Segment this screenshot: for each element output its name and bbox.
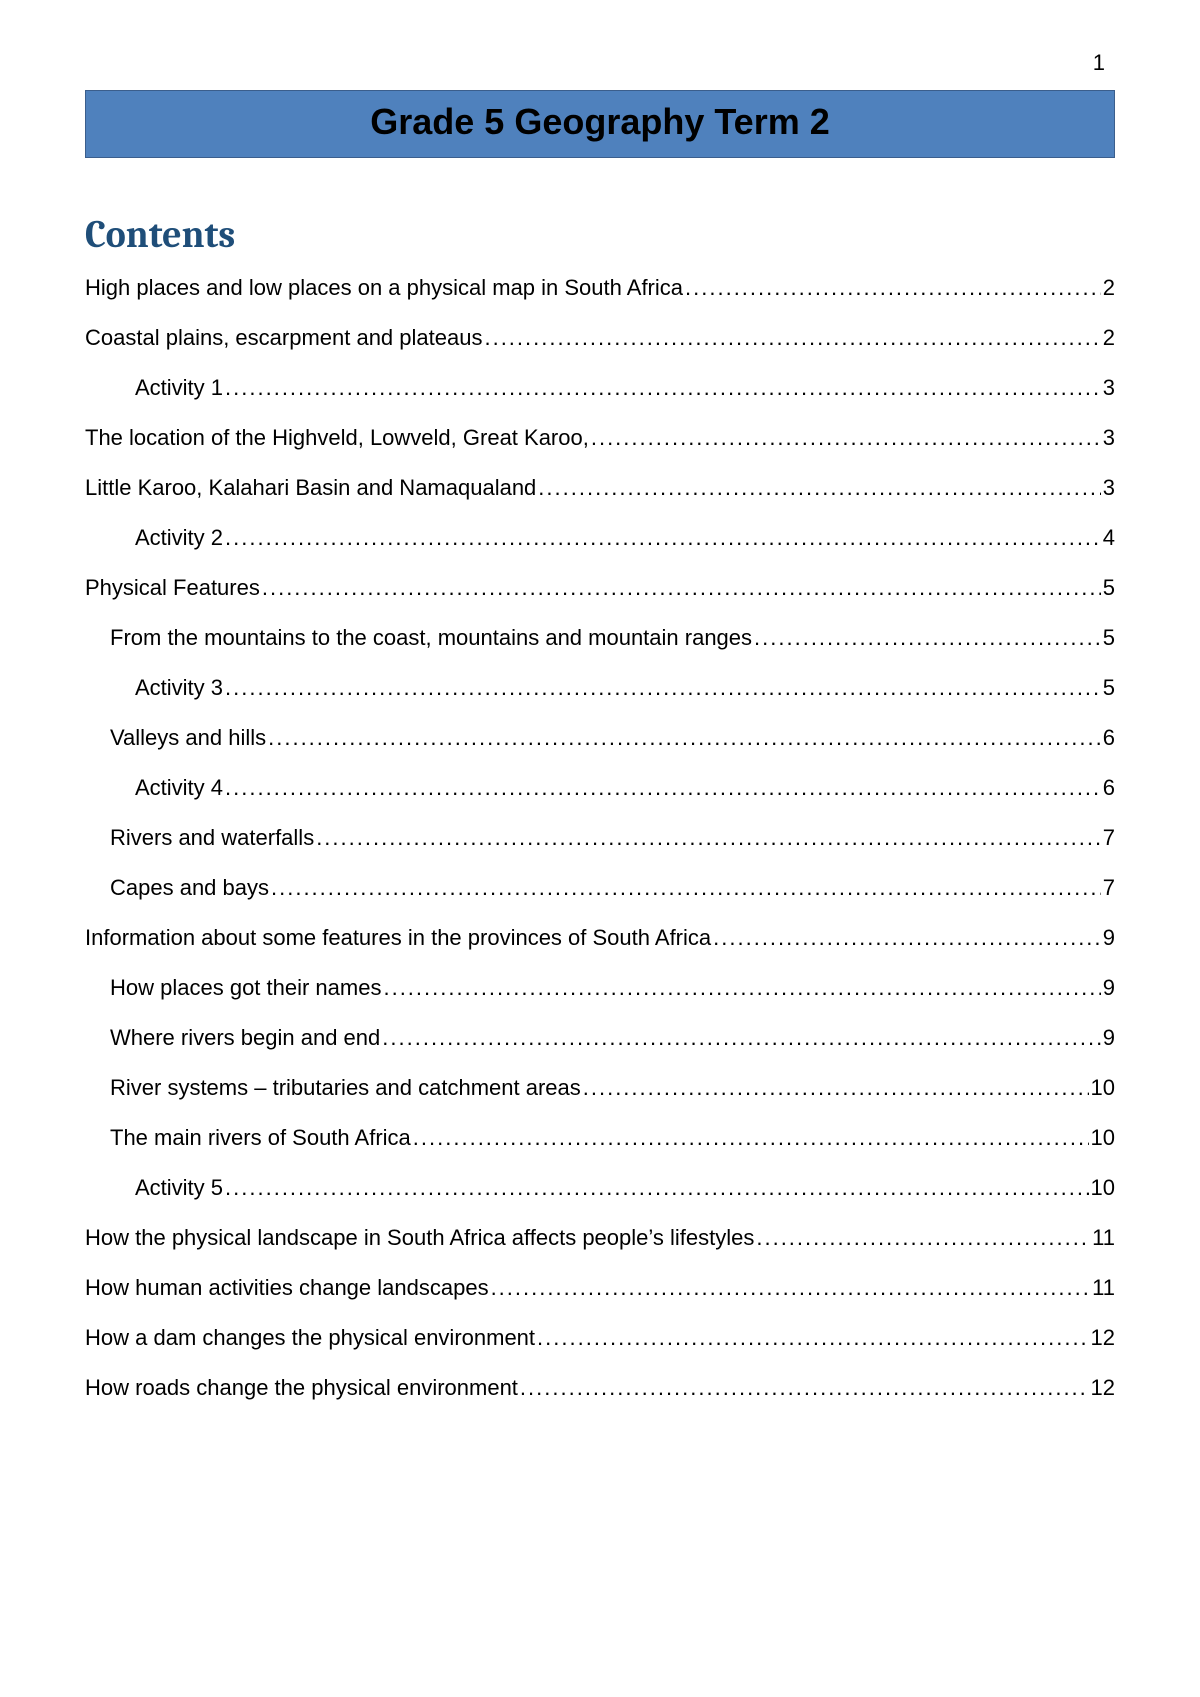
toc-entry-page: 2 [1103,275,1115,301]
toc-entry-page: 5 [1103,575,1115,601]
toc-entry[interactable]: Activity 1 3 [85,375,1115,401]
toc-entry-label: Capes and bays [110,875,269,901]
toc-entry-page: 3 [1103,375,1115,401]
toc-leader-dots [591,425,1101,451]
toc-entry-label: How roads change the physical environmen… [85,1375,518,1401]
toc-entry-page: 2 [1103,325,1115,351]
toc-entry-label: Coastal plains, escarpment and plateaus [85,325,482,351]
toc-entry[interactable]: Valleys and hills 6 [85,725,1115,751]
toc-entry-label: High places and low places on a physical… [85,275,683,301]
toc-entry[interactable]: Physical Features 5 [85,575,1115,601]
toc-entry[interactable]: The main rivers of South Africa 10 [85,1125,1115,1151]
toc-leader-dots [685,275,1101,301]
toc-entry[interactable]: How human activities change landscapes 11 [85,1275,1115,1301]
toc-entry-label: Where rivers begin and end [110,1025,380,1051]
toc-entry[interactable]: Activity 3 5 [85,675,1115,701]
toc-leader-dots [756,1225,1090,1251]
toc-entry-page: 12 [1091,1375,1115,1401]
toc-entry-label: How a dam changes the physical environme… [85,1325,535,1351]
toc-entry[interactable]: High places and low places on a physical… [85,275,1115,301]
toc-leader-dots [225,675,1101,701]
toc-entry-page: 11 [1092,1275,1115,1301]
toc-entry-page: 4 [1103,525,1115,551]
toc-entry-label: Activity 4 [135,775,223,801]
toc-entry[interactable]: Rivers and waterfalls 7 [85,825,1115,851]
toc-entry[interactable]: How roads change the physical environmen… [85,1375,1115,1401]
toc-entry-page: 9 [1103,1025,1115,1051]
toc-entry-page: 7 [1103,875,1115,901]
toc-entry-label: The main rivers of South Africa [110,1125,411,1151]
toc-entry[interactable]: Activity 4 6 [85,775,1115,801]
toc-entry-label: From the mountains to the coast, mountai… [110,625,752,651]
toc-entry-page: 10 [1091,1125,1115,1151]
toc-entry-label: How places got their names [110,975,381,1001]
toc-leader-dots [413,1125,1089,1151]
toc-entry[interactable]: Activity 5 10 [85,1175,1115,1201]
toc-entry[interactable]: River systems – tributaries and catchmen… [85,1075,1115,1101]
toc-entry-label: Rivers and waterfalls [110,825,314,851]
title-banner: Grade 5 Geography Term 2 [85,90,1115,158]
toc-leader-dots [262,575,1101,601]
toc-entry[interactable]: Capes and bays 7 [85,875,1115,901]
toc-entry-label: How the physical landscape in South Afri… [85,1225,754,1251]
toc-entry-label: Valleys and hills [110,725,266,751]
toc-entry-page: 6 [1103,725,1115,751]
toc-leader-dots [484,325,1100,351]
toc-entry[interactable]: Coastal plains, escarpment and plateaus 2 [85,325,1115,351]
document-title: Grade 5 Geography Term 2 [86,101,1114,143]
toc-entry[interactable]: How the physical landscape in South Afri… [85,1225,1115,1251]
toc-entry-label: Physical Features [85,575,260,601]
toc-entry-page: 11 [1092,1225,1115,1251]
toc-entry-label: Activity 2 [135,525,223,551]
page-number: 1 [1093,50,1105,76]
toc-entry-page: 12 [1091,1325,1115,1351]
contents-heading: Contents [85,213,1115,257]
toc-entry[interactable]: Activity 2 4 [85,525,1115,551]
toc-entry-page: 6 [1103,775,1115,801]
toc-leader-dots [537,1325,1088,1351]
toc-entry-page: 7 [1103,825,1115,851]
toc-entry-label: How human activities change landscapes [85,1275,489,1301]
toc-leader-dots [268,725,1101,751]
toc-leader-dots [225,1175,1088,1201]
toc-entry[interactable]: The location of the Highveld, Lowveld, G… [85,425,1115,451]
toc-leader-dots [520,1375,1089,1401]
toc-leader-dots [583,1075,1089,1101]
toc-leader-dots [491,1275,1091,1301]
toc-leader-dots [538,475,1100,501]
toc-entry[interactable]: How places got their names 9 [85,975,1115,1001]
toc-entry-label: Information about some features in the p… [85,925,711,951]
toc-leader-dots [225,375,1101,401]
toc-entry-page: 3 [1103,425,1115,451]
toc-entry-page: 9 [1103,925,1115,951]
toc-entry[interactable]: Where rivers begin and end 9 [85,1025,1115,1051]
toc-leader-dots [754,625,1101,651]
toc-leader-dots [225,525,1101,551]
toc-entry-label: Activity 1 [135,375,223,401]
toc-entry-label: Little Karoo, Kalahari Basin and Namaqua… [85,475,536,501]
toc-entry-label: The location of the Highveld, Lowveld, G… [85,425,589,451]
toc-entry-label: Activity 3 [135,675,223,701]
toc-leader-dots [382,1025,1100,1051]
toc-entry-page: 5 [1103,675,1115,701]
document-page: 1 Grade 5 Geography Term 2 Contents High… [0,0,1200,1697]
toc-leader-dots [316,825,1101,851]
toc-leader-dots [271,875,1101,901]
toc-entry-page: 9 [1103,975,1115,1001]
toc-entry[interactable]: Information about some features in the p… [85,925,1115,951]
table-of-contents: High places and low places on a physical… [85,275,1115,1401]
toc-leader-dots [225,775,1101,801]
toc-entry-page: 5 [1103,625,1115,651]
toc-leader-dots [713,925,1101,951]
toc-entry[interactable]: Little Karoo, Kalahari Basin and Namaqua… [85,475,1115,501]
toc-entry-page: 10 [1091,1075,1115,1101]
toc-entry-label: Activity 5 [135,1175,223,1201]
toc-leader-dots [383,975,1100,1001]
toc-entry[interactable]: How a dam changes the physical environme… [85,1325,1115,1351]
toc-entry-page: 10 [1091,1175,1115,1201]
toc-entry[interactable]: From the mountains to the coast, mountai… [85,625,1115,651]
toc-entry-label: River systems – tributaries and catchmen… [110,1075,581,1101]
toc-entry-page: 3 [1103,475,1115,501]
